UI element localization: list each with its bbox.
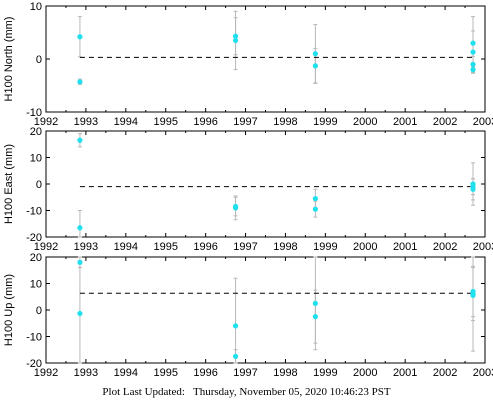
x-tick-label: 1994 xyxy=(114,116,138,128)
x-tick-label: 1993 xyxy=(74,116,98,128)
y-axis-label: H100 Up (mm) xyxy=(3,274,15,346)
data-point xyxy=(312,195,318,202)
data-point xyxy=(232,205,239,211)
x-tick-label: 1998 xyxy=(273,367,297,379)
data-point xyxy=(77,79,83,85)
data-point xyxy=(312,314,318,320)
y-tick-label: 10 xyxy=(30,279,42,291)
x-tick-label: 2001 xyxy=(393,241,417,253)
y-tick-label: -10 xyxy=(26,107,42,119)
y-tick-label: 0 xyxy=(36,54,42,66)
data-point xyxy=(232,353,239,359)
x-tick-label: 1992 xyxy=(34,241,58,253)
x-tick-label: 2000 xyxy=(353,367,377,379)
x-tick-label: 1997 xyxy=(233,367,257,379)
x-tick-label: 2000 xyxy=(353,241,377,253)
y-tick-label: -20 xyxy=(26,232,42,244)
data-point xyxy=(77,310,83,317)
x-tick-label: 1998 xyxy=(273,116,297,128)
x-tick-label: 1993 xyxy=(74,367,98,379)
last-updated-label: Plot Last Updated: xyxy=(102,386,185,398)
chart-panel-1: 1992 1993 1994 1995 1996 1997 1998 1999 2000 2001… xyxy=(3,1,493,128)
x-tick-label: 1999 xyxy=(313,367,337,379)
y-axis-label: H100 North (mm) xyxy=(3,17,15,102)
data-point xyxy=(77,225,83,231)
y-tick-label: 10 xyxy=(30,153,42,165)
x-tick-label: 2001 xyxy=(393,367,417,379)
last-updated-timestamp: Thursday, November 05, 2020 10:46:23 PST xyxy=(192,386,391,398)
data-point xyxy=(470,40,476,46)
data-point xyxy=(312,51,318,57)
data-point xyxy=(470,49,476,55)
x-tick-label: 1994 xyxy=(114,367,138,379)
x-tick-label: 1996 xyxy=(193,116,217,128)
plot-frame xyxy=(45,130,486,238)
y-tick-label: -10 xyxy=(26,332,42,344)
data-point xyxy=(232,323,239,329)
x-tick-label: 2003 xyxy=(473,241,493,253)
data-point xyxy=(470,61,476,67)
plot-frame xyxy=(45,5,486,113)
y-tick-label: 0 xyxy=(36,305,42,317)
x-tick-label: 1995 xyxy=(153,116,177,128)
y-tick-label: 10 xyxy=(30,1,42,13)
x-tick-label: 2000 xyxy=(353,116,377,128)
x-tick-label: 2003 xyxy=(473,367,493,379)
x-tick-label: 1997 xyxy=(233,241,257,253)
x-tick-label: 1992 xyxy=(34,367,58,379)
x-tick-label: 1996 xyxy=(193,241,217,253)
x-tick-label: 1996 xyxy=(193,367,217,379)
x-tick-label: 2002 xyxy=(433,367,457,379)
data-point xyxy=(312,300,318,306)
data-point xyxy=(470,186,476,192)
data-point xyxy=(232,37,239,44)
y-tick-label: 0 xyxy=(36,179,42,191)
x-tick-label: 1999 xyxy=(313,241,337,253)
data-point xyxy=(77,137,83,143)
x-tick-label: 1993 xyxy=(74,241,98,253)
data-point xyxy=(232,33,239,39)
plot-last-updated: Plot Last Updated: Thursday, November 05… xyxy=(0,386,493,398)
x-tick-label: 1995 xyxy=(153,367,177,379)
x-tick-label: 1995 xyxy=(153,241,177,253)
y-tick-label: 20 xyxy=(30,252,42,264)
data-point xyxy=(77,34,83,40)
chart-panel-2: 1992 1993 1994 1995 1996 1997 1998 1999 2000 2001… xyxy=(3,126,493,253)
data-point xyxy=(470,67,476,73)
x-tick-label: 2002 xyxy=(433,116,457,128)
data-point xyxy=(312,63,318,69)
x-tick-label: 1992 xyxy=(34,116,58,128)
y-tick-label: -20 xyxy=(26,358,42,370)
x-tick-label: 1997 xyxy=(233,116,257,128)
x-tick-label: 2003 xyxy=(473,116,493,128)
data-point xyxy=(312,206,318,212)
plot-frame xyxy=(45,256,486,364)
data-point xyxy=(470,292,476,299)
x-tick-label: 1998 xyxy=(273,241,297,253)
x-tick-label: 1994 xyxy=(114,241,138,253)
y-tick-label: 20 xyxy=(30,126,42,138)
y-axis-label: H100 East (mm) xyxy=(3,144,15,224)
x-tick-label: 2001 xyxy=(393,116,417,128)
x-tick-label: 1999 xyxy=(313,116,337,128)
x-tick-label: 2002 xyxy=(433,241,457,253)
chart-panel-3: 1992 1993 1994 1995 1996 1997 1998 1999 2000 2001… xyxy=(3,252,493,379)
y-tick-label: -10 xyxy=(26,206,42,218)
data-point xyxy=(77,259,83,265)
